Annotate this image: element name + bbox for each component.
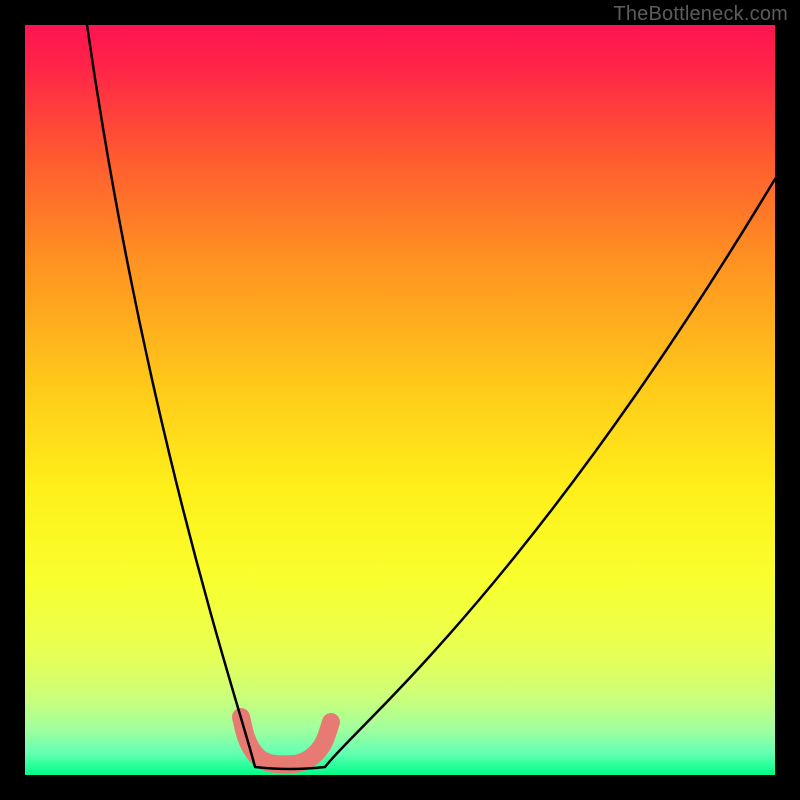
plot-area xyxy=(25,25,775,775)
watermark-text: TheBottleneck.com xyxy=(613,3,788,26)
curve-layer xyxy=(25,25,775,775)
highlight-segment xyxy=(241,717,331,764)
v-curve xyxy=(87,25,775,769)
